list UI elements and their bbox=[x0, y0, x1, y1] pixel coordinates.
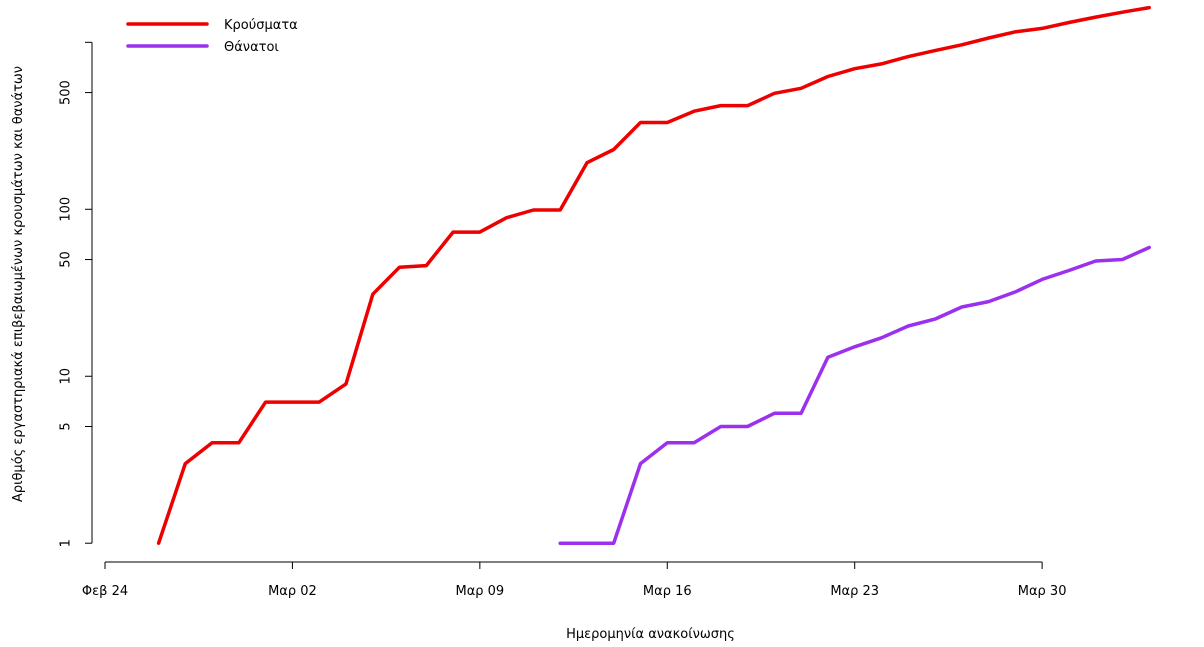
x-tick-label: Μαρ 09 bbox=[455, 584, 504, 599]
y-tick-label: 10 bbox=[59, 368, 74, 385]
y-tick-label: 100 bbox=[59, 197, 74, 222]
series-line-0 bbox=[156, 5, 1151, 545]
x-tick-label: Φεβ 24 bbox=[82, 584, 128, 599]
y-tick-label: 50 bbox=[59, 251, 74, 268]
y-axis-title: Αριθμός εργαστηριακά επιβεβαιωμένων κρου… bbox=[11, 66, 26, 502]
series-line-1 bbox=[558, 245, 1151, 545]
y-tick-label: 5 bbox=[59, 422, 74, 430]
legend-label-deaths: Θάνατοι bbox=[224, 40, 279, 55]
x-tick-label: Μαρ 23 bbox=[830, 584, 879, 599]
legend-label-cases: Κρούσματα bbox=[224, 18, 298, 33]
y-tick-label: 500 bbox=[59, 80, 74, 105]
x-tick-label: Μαρ 30 bbox=[1018, 584, 1067, 599]
x-tick-label: Μαρ 16 bbox=[643, 584, 692, 599]
axes: Φεβ 24 Μαρ 02 Μαρ 09 Μαρ 16 Μαρ 23 Μαρ 30 151… bbox=[59, 41, 1067, 599]
y-axis-ticks: 1 5 10 50 100 500 bbox=[59, 41, 92, 547]
x-axis-title: Ημερομηνία ανακοίνωσης bbox=[566, 627, 735, 642]
legend: Κρούσματα Θάνατοι bbox=[126, 18, 298, 55]
x-axis-ticks: Φεβ 24 Μαρ 02 Μαρ 09 Μαρ 16 Μαρ 23 Μαρ 30 bbox=[82, 562, 1067, 599]
series-lines bbox=[156, 5, 1151, 545]
x-tick-label: Μαρ 02 bbox=[268, 584, 317, 599]
y-tick-label: 1 bbox=[59, 539, 74, 547]
